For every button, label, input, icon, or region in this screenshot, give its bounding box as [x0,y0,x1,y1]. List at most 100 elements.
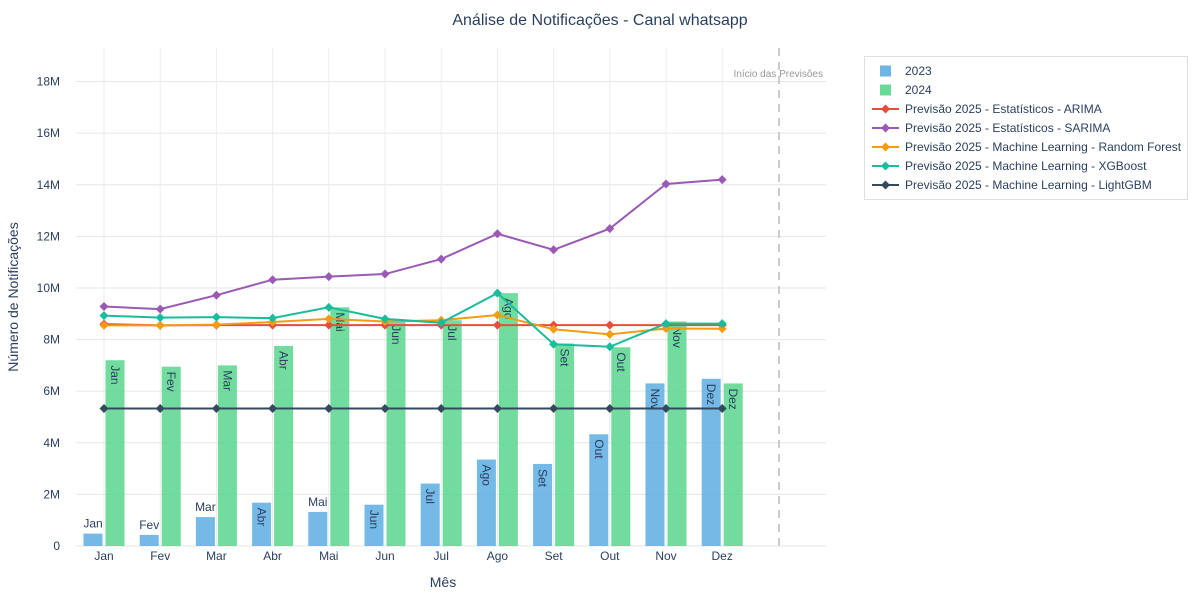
series-line [103,178,723,311]
legend-marker [881,180,890,190]
x-tick-label: Jun [375,549,394,563]
bar-2024-Set [555,343,575,546]
bar-2023-Mar [195,517,215,546]
bar-2023-Nov [645,383,665,546]
series-point [436,318,446,328]
lines-group [99,175,727,413]
x-tick-label: Nov [655,549,676,563]
legend-label: Previsão 2025 - Machine Learning - Light… [905,178,1152,192]
bar-2024-Ago [498,293,518,546]
bar-2023-Dez [701,378,721,546]
series-point [268,403,278,413]
series-point [99,320,109,330]
series-point [211,403,221,413]
series-point [549,339,559,349]
bar-2024-Nov [667,321,687,546]
legend-marker [881,104,890,114]
x-tick-label: Jan [94,549,113,563]
bar-2024-Mar [217,365,237,546]
legend-label: Previsão 2025 - Machine Learning - XGBoo… [905,159,1147,173]
series-point [380,314,390,324]
bar-2023-Mai [308,511,328,546]
bar-data-label: Nov [648,388,662,409]
x-tick-label: Ago [487,549,509,563]
bar-2024-Fev [161,366,181,546]
series-point [155,313,165,323]
series-point [155,403,165,413]
bar-2024-Abr [274,346,294,546]
series-point [324,314,334,324]
series-point [436,403,446,413]
x-tick-label: Abr [263,549,282,563]
series-point [605,320,615,330]
series-point [492,229,502,239]
bar-data-label: Abr [255,508,269,527]
y-tick-label: 14M [37,178,60,192]
legend-swatch [880,84,891,96]
y-tick-label: 0 [53,539,60,553]
bar-2024-Jan [105,360,125,546]
x-tick-label: Fev [150,549,170,563]
series-point [324,302,334,312]
bar-2023-Jan [83,533,103,546]
x-axis-title: Mês [430,574,456,590]
bar-data-label: Fev [164,372,178,392]
bars-group: Jan Fev Mar Abr Mai Jun Jul Ago Set Out Nov Dez Jan F… [83,293,743,546]
forecast-start-label: Início das Previsões [734,69,824,80]
series-line [103,291,723,348]
series-point [717,175,727,185]
series-point [605,403,615,413]
legend: 2023 2024 Previsão 2025 - Estatísticos - A… [864,56,1188,200]
legend-label: 2023 [905,64,932,78]
bar-data-label: Mar [220,370,234,391]
bar-data-label: Jul [445,325,459,340]
bar-2024-Dez [723,383,743,546]
series-point [492,288,502,298]
line-series-1 [99,175,727,314]
x-tick-labels: Jan Fev Mar Abr Mai Jun Jul Ago Set Out Nov Dez [94,549,733,563]
legend-marker [881,161,890,171]
bar-data-label: Mar [195,500,216,514]
y-tick-label: 12M [37,229,60,243]
legend-marker [881,123,890,133]
bar-2023-Jun [364,504,384,546]
x-tick-label: Set [545,549,564,563]
bar-data-label: Set [536,469,550,488]
bar-data-label: Fev [139,518,159,532]
legend-label: 2024 [905,83,932,97]
series-point [717,319,727,329]
series-point [661,403,671,413]
bar-series-2024: Jan Fev Mar Abr Mai Jun Jul Ago Set Out Nov Dez [105,293,743,546]
bar-2023-Out [589,434,609,546]
bar-2023-Abr [252,502,272,546]
series-point [324,320,334,330]
series-point [324,403,334,413]
series-point [211,312,221,322]
series-point [661,319,671,329]
series-point [717,324,727,334]
bar-data-label: Mai [308,495,327,509]
chart-title: Análise de Notificações - Canal whatsapp [452,12,747,29]
series-point [492,310,502,320]
series-point [211,290,221,300]
bar-2023-Ago [476,459,496,546]
bar-data-label: Jan [83,517,102,531]
y-tick-label: 4M [43,436,60,450]
series-point [549,324,559,334]
series-point [549,403,559,413]
series-point [436,254,446,264]
legend-box [864,56,1188,200]
bar-data-label: Abr [277,351,291,370]
legend-label: Previsão 2025 - Estatísticos - SARIMA [905,121,1110,135]
bar-data-label: Set [558,348,572,367]
bar-data-label: Jun [389,325,403,344]
series-point [211,320,221,330]
series-point [605,329,615,339]
bar-data-label: Jan [108,365,122,384]
bar-2024-Jul [442,320,462,546]
x-tick-label: Mar [206,549,227,563]
series-point [99,302,109,312]
bar-2024-Jun [386,320,406,546]
